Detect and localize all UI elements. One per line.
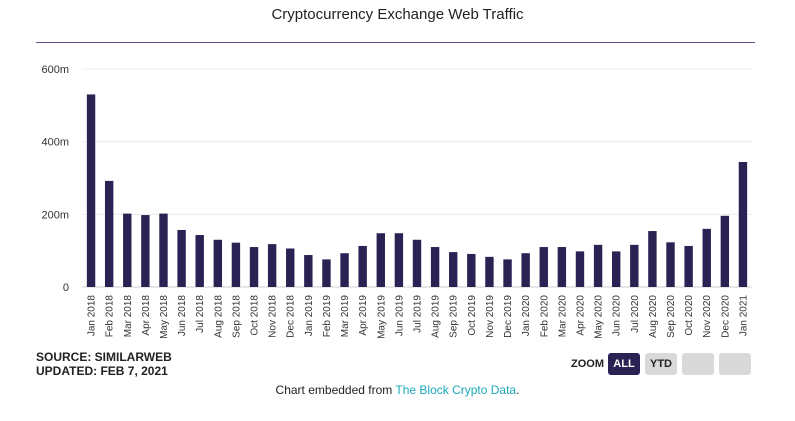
y-axis-ticks: 0 200m 400m 600m (41, 64, 69, 294)
x-tick-label: Feb 2019 (322, 295, 333, 338)
bar[interactable] (702, 228, 711, 287)
embed-suffix: . (516, 383, 520, 397)
bar[interactable] (304, 255, 313, 287)
title-divider (36, 42, 755, 43)
x-tick-label: Dec 2019 (503, 295, 514, 338)
x-tick-label: May 2018 (159, 295, 170, 339)
x-tick-label: Jun 2019 (394, 295, 405, 337)
x-tick-label: Nov 2019 (485, 295, 496, 338)
embed-link[interactable]: The Block Crypto Data (395, 383, 517, 397)
x-tick-label: Apr 2019 (358, 295, 369, 336)
x-tick-label: Sep 2018 (231, 295, 242, 338)
bar[interactable] (177, 229, 186, 287)
x-tick-label: Jun 2018 (177, 295, 188, 337)
bar[interactable] (376, 233, 385, 287)
bar[interactable] (630, 244, 639, 287)
bar[interactable] (249, 247, 259, 287)
x-tick-label: Dec 2018 (286, 295, 297, 338)
x-tick-label: Oct 2020 (684, 295, 695, 336)
bar-chart: 0 200m 400m 600m Jan 2018 Feb 2018 Mar 2018 Ap… (41, 64, 752, 339)
zoom-label: ZOOM (571, 358, 604, 370)
bars (86, 94, 748, 287)
embed-note: Chart embedded from The Block Crypto Dat… (0, 383, 795, 397)
zoom-all-button[interactable]: ALL (608, 353, 640, 375)
y-tick-label: 200m (41, 209, 69, 221)
bar[interactable] (322, 259, 331, 287)
bar[interactable] (575, 251, 585, 287)
bar[interactable] (141, 215, 150, 287)
bar[interactable] (666, 242, 675, 287)
x-tick-label: Jul 2018 (195, 295, 206, 333)
x-tick-label: Aug 2018 (213, 295, 224, 338)
bar[interactable] (593, 244, 603, 287)
bar[interactable] (684, 245, 693, 287)
source-note: SOURCE: SIMILARWEB UPDATED: FEB 7, 2021 (36, 350, 172, 378)
x-tick-label: Jul 2019 (413, 295, 424, 333)
bar[interactable] (286, 248, 295, 287)
bar[interactable] (521, 253, 530, 287)
x-tick-label: May 2019 (376, 295, 387, 339)
zoom-ytd-button[interactable]: YTD (645, 353, 677, 375)
bar[interactable] (104, 180, 114, 287)
x-tick-label: May 2020 (594, 295, 605, 339)
bar[interactable] (86, 94, 96, 287)
bar[interactable] (394, 233, 404, 287)
bar[interactable] (412, 239, 422, 287)
x-tick-label: Aug 2020 (648, 295, 659, 338)
x-tick-label: Sep 2020 (666, 295, 677, 338)
x-tick-label: Oct 2018 (250, 295, 261, 336)
source-label: SOURCE: SIMILARWEB (36, 350, 172, 364)
x-tick-label: Jul 2020 (630, 295, 641, 333)
bar[interactable] (430, 247, 440, 287)
bar[interactable] (340, 253, 349, 287)
chart-title: Cryptocurrency Exchange Web Traffic (271, 6, 524, 23)
bar[interactable] (195, 235, 204, 287)
bar[interactable] (467, 253, 476, 287)
bar[interactable] (267, 244, 277, 287)
x-tick-label: Feb 2020 (539, 295, 550, 338)
x-tick-label: Mar 2019 (340, 295, 351, 338)
bar[interactable] (503, 259, 512, 287)
x-axis-ticks: Jan 2018 Feb 2018 Mar 2018 Apr 2018 May 2018… (87, 295, 750, 339)
bar[interactable] (231, 242, 241, 287)
x-tick-label: Nov 2018 (268, 295, 279, 338)
zoom-blank-button-1[interactable] (682, 353, 714, 375)
embed-prefix: Chart embedded from (275, 383, 396, 397)
bar[interactable] (738, 162, 748, 287)
x-tick-label: Mar 2018 (123, 295, 134, 338)
y-tick-label: 600m (41, 64, 69, 76)
bar[interactable] (159, 213, 168, 287)
y-tick-label: 0 (63, 282, 69, 294)
x-tick-label: Dec 2020 (720, 295, 731, 338)
x-tick-label: Apr 2020 (575, 295, 586, 336)
bar[interactable] (358, 245, 367, 287)
bar[interactable] (123, 213, 132, 287)
x-tick-label: Aug 2019 (431, 295, 442, 338)
bar[interactable] (611, 251, 621, 287)
x-tick-label: Mar 2020 (557, 295, 568, 338)
x-tick-label: Jan 2018 (87, 295, 98, 337)
x-tick-label: Jun 2020 (612, 295, 623, 337)
x-tick-label: Jan 2019 (304, 295, 315, 337)
bar[interactable] (557, 247, 567, 287)
x-tick-label: Oct 2019 (467, 295, 478, 336)
y-tick-label: 400m (41, 137, 69, 149)
bar[interactable] (720, 215, 730, 287)
x-tick-label: Feb 2018 (105, 295, 116, 338)
updated-label: UPDATED: FEB 7, 2021 (36, 364, 168, 378)
bar[interactable] (213, 239, 223, 287)
bar[interactable] (539, 247, 548, 287)
x-tick-label: Apr 2018 (141, 295, 152, 336)
x-tick-label: Jan 2020 (521, 295, 532, 337)
x-tick-label: Sep 2019 (449, 295, 460, 338)
bar[interactable] (485, 256, 494, 287)
bar[interactable] (449, 252, 458, 287)
x-tick-label: Nov 2020 (702, 295, 713, 338)
x-tick-label: Jan 2021 (738, 295, 749, 337)
bar[interactable] (648, 231, 657, 287)
zoom-blank-button-2[interactable] (719, 353, 751, 375)
